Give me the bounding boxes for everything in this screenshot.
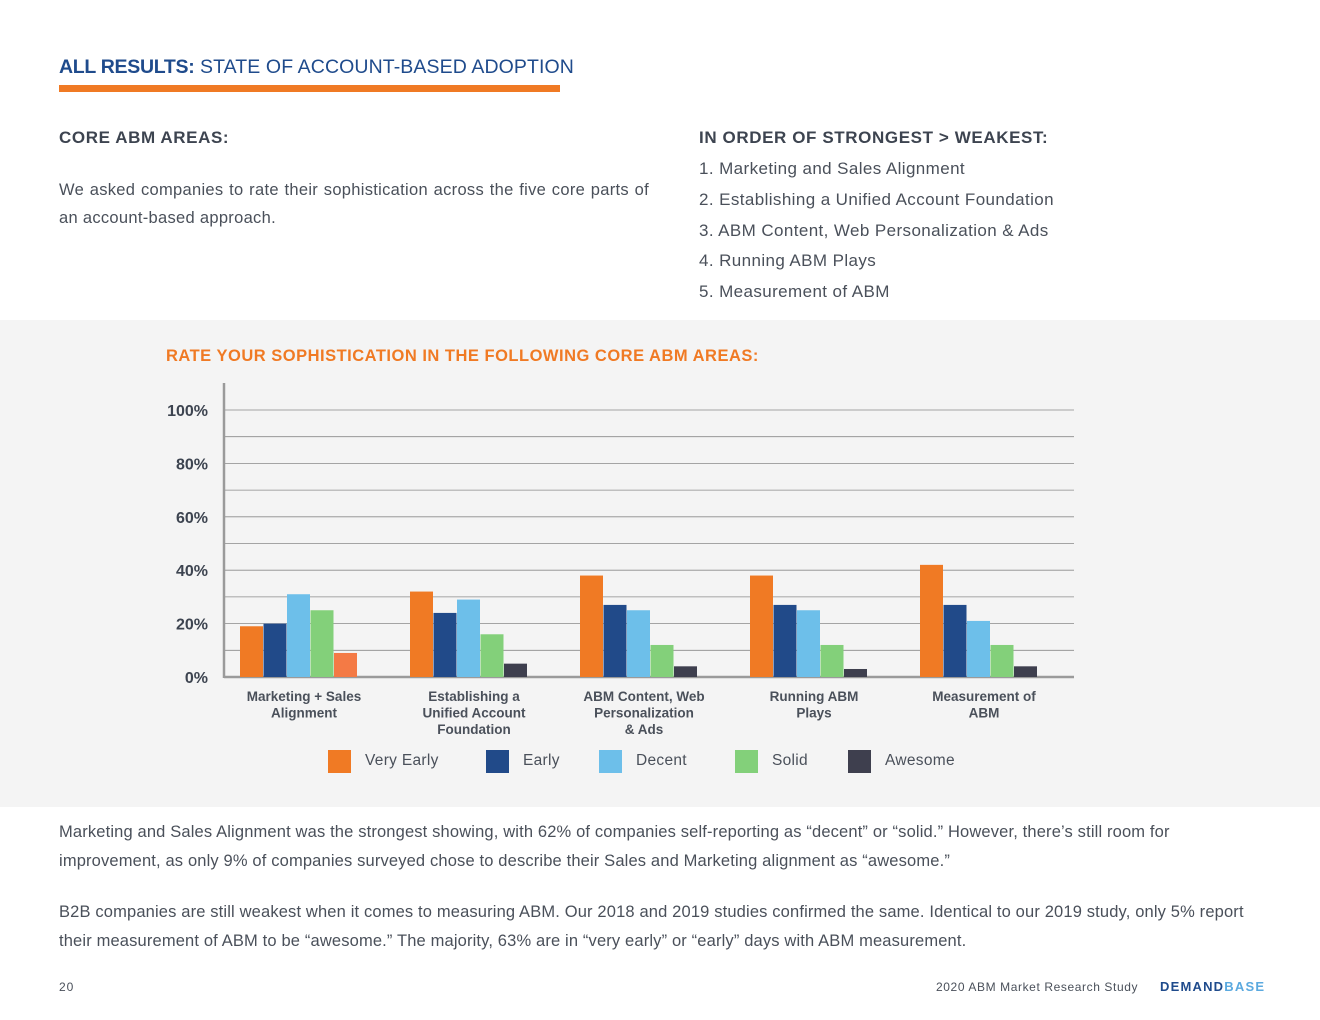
bar [844, 668, 867, 677]
legend-swatch [486, 749, 509, 773]
summary-paragraph-1: Marketing and Sales Alignment was the st… [59, 823, 1170, 870]
bar [334, 652, 357, 677]
x-tick-label: ABM [969, 706, 1000, 721]
brand-logo: DEMANDBASE [1160, 979, 1265, 994]
x-tick-label: Establishing a [428, 689, 520, 704]
x-tick-label: Running ABM [770, 689, 859, 704]
bar [410, 591, 433, 677]
bar [580, 575, 603, 677]
chart-panel [0, 320, 1320, 807]
legend-item-solid: Solid [735, 748, 808, 774]
bar [433, 612, 457, 677]
bar [240, 626, 263, 677]
bar [650, 644, 674, 677]
x-tick-label: & Ads [625, 722, 664, 737]
x-tick-label: Unified Account [423, 706, 527, 721]
bar [773, 604, 797, 677]
y-tick-label: 0% [185, 670, 208, 687]
legend-swatch [735, 749, 758, 773]
page-title-rest: STATE OF ACCOUNT-BASED ADOPTION [199, 56, 574, 78]
bar [1014, 666, 1037, 677]
bar [797, 610, 820, 677]
y-tick-label: 20% [176, 617, 208, 634]
x-tick-label: Plays [796, 706, 831, 721]
bar [627, 610, 650, 677]
bar [480, 634, 504, 677]
legend-label: Awesome [885, 752, 955, 769]
bar [310, 610, 334, 677]
bar [920, 564, 943, 677]
legend-label: Early [523, 752, 560, 769]
bar [820, 644, 844, 677]
legend-label: Solid [772, 752, 808, 769]
x-tick-label: Personalization [594, 706, 694, 721]
legend-swatch [848, 749, 871, 773]
legend-label: Decent [636, 752, 687, 769]
x-tick-label: Alignment [271, 706, 338, 721]
bar [603, 604, 627, 677]
ranking-item: 2. Establishing a Unified Account Founda… [699, 189, 1054, 209]
legend-item-awesome: Awesome [848, 748, 955, 774]
bar [287, 594, 310, 677]
page-number: 20 [59, 980, 75, 994]
bar [457, 599, 480, 677]
x-tick-label: Marketing + Sales [247, 689, 361, 704]
y-tick-label: 100% [167, 403, 208, 420]
x-tick-label: ABM Content, Web [583, 689, 704, 704]
page-title: ALL RESULTS: STATE OF ACCOUNT-BASED ADOP… [59, 56, 574, 92]
chart-legend: Very Early Early Decent Solid Awesome [0, 748, 1320, 778]
legend-item-decent: Decent [599, 748, 687, 774]
chart-title: RATE YOUR SOPHISTICATION IN THE FOLLOWIN… [166, 347, 759, 365]
legend-item-early: Early [486, 748, 560, 774]
bar [504, 663, 527, 677]
x-tick-label: Measurement of [932, 689, 1036, 704]
ranking-item: 3. ABM Content, Web Personalization & Ad… [699, 220, 1049, 240]
y-tick-label: 60% [176, 510, 208, 527]
legend-label: Very Early [365, 752, 439, 769]
logo-part-2: BASE [1224, 979, 1266, 994]
bar [750, 575, 773, 677]
legend-item-very-early: Very Early [328, 748, 439, 774]
legend-swatch [328, 749, 351, 773]
ranking-item: 1. Marketing and Sales Alignment [699, 159, 966, 178]
footer-study-title: 2020 ABM Market Research Study [936, 980, 1139, 994]
bar [263, 623, 287, 677]
ranking-item: 5. Measurement of ABM [699, 282, 890, 302]
bar [943, 604, 967, 677]
logo-part-1: DEMAND [1160, 979, 1225, 994]
legend-swatch [599, 749, 622, 773]
page-title-bold: ALL RESULTS: [59, 56, 195, 78]
ranking-item: 4. Running ABM Plays [699, 251, 877, 271]
bar [990, 644, 1014, 677]
bar [967, 620, 990, 677]
y-tick-label: 40% [176, 563, 208, 580]
intro-text: We asked companies to rate their sophist… [59, 181, 649, 227]
bar [674, 666, 697, 677]
order-heading: IN ORDER OF STRONGEST > WEAKEST: [699, 128, 1049, 147]
x-tick-label: Foundation [437, 722, 510, 737]
core-areas-heading: CORE ABM AREAS: [59, 128, 230, 147]
summary-paragraph-2: B2B companies are still weakest when it … [59, 903, 1244, 950]
y-tick-label: 80% [176, 456, 208, 473]
ranking-list: 1. Marketing and Sales Alignment 2. Esta… [699, 154, 1054, 308]
